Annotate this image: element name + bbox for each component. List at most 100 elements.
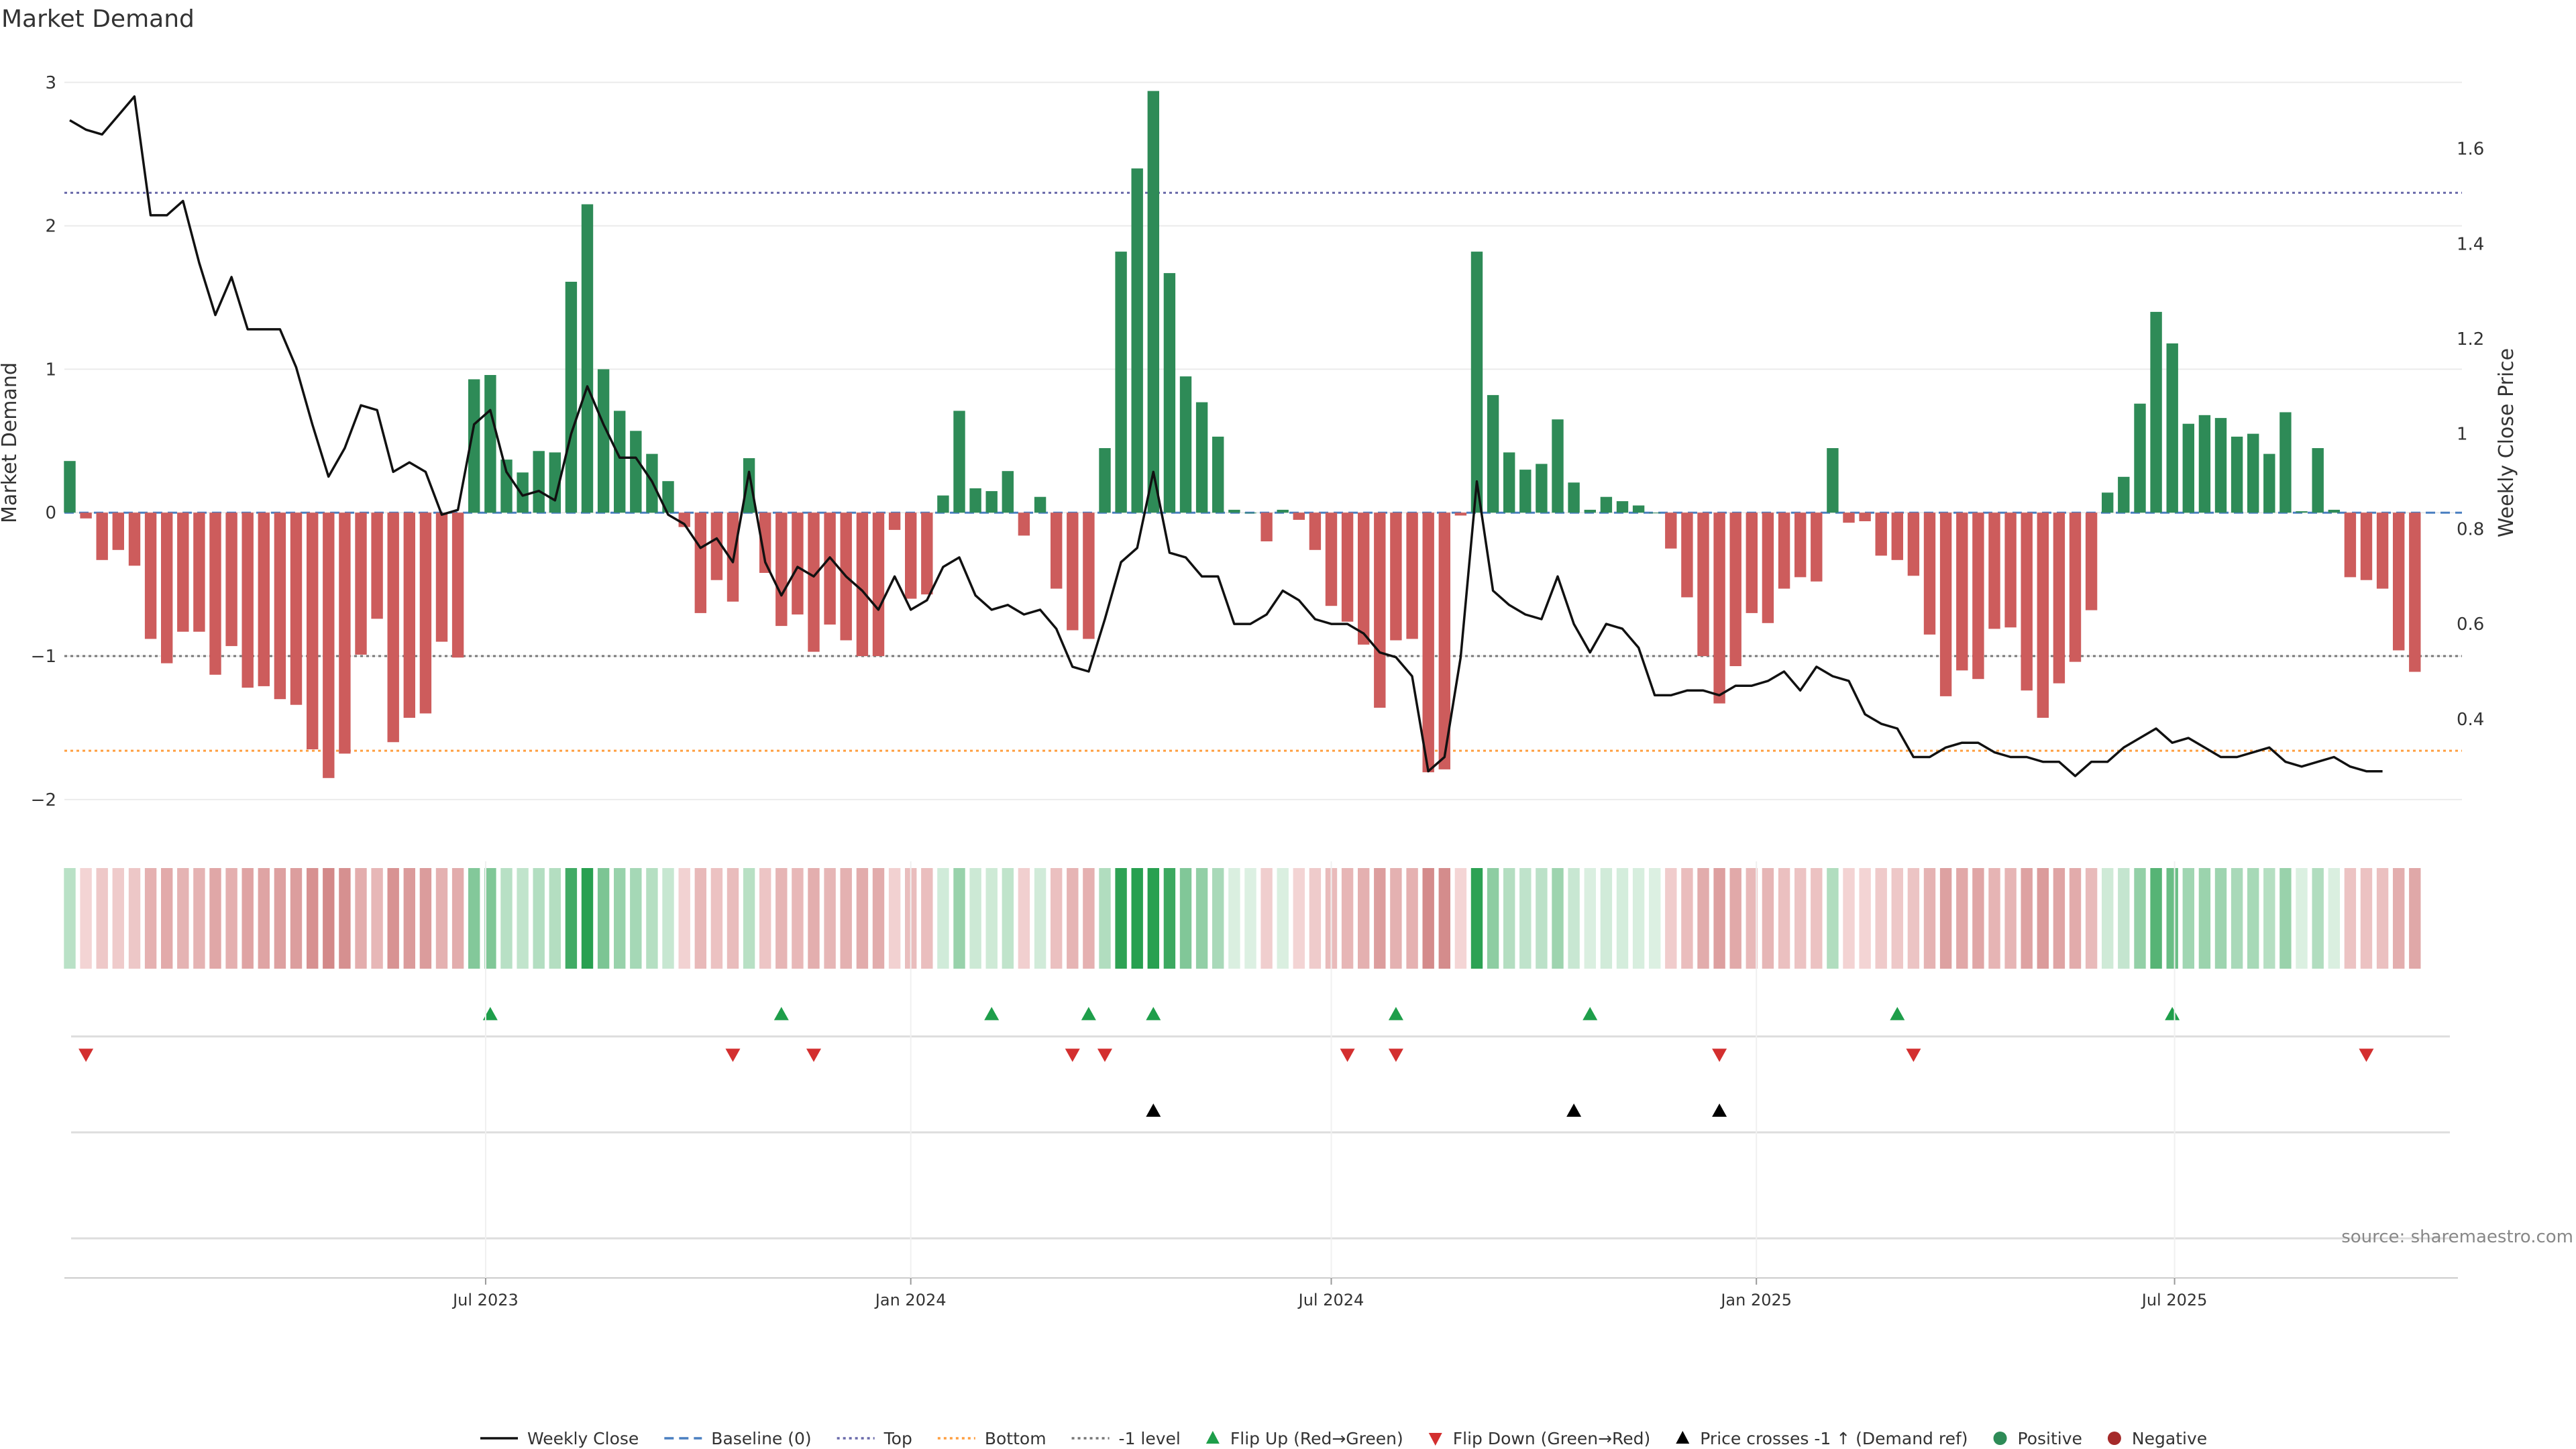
heat-cell bbox=[872, 868, 885, 969]
heat-cell bbox=[1422, 868, 1434, 969]
flip-down-marker bbox=[1712, 1049, 1727, 1062]
demand-bar bbox=[2360, 513, 2373, 580]
heat-cell bbox=[1099, 868, 1111, 969]
heat-cell bbox=[888, 868, 901, 969]
heat-cell bbox=[1195, 868, 1208, 969]
heat-cell bbox=[500, 868, 513, 969]
flip-down-marker bbox=[806, 1049, 822, 1062]
demand-bar bbox=[1406, 513, 1418, 639]
y-left-tick-label: −1 bbox=[31, 647, 56, 667]
heat-cell bbox=[241, 868, 254, 969]
demand-bar bbox=[953, 411, 965, 513]
heat-cell bbox=[646, 868, 658, 969]
legend-item: Flip Down (Green→Red) bbox=[1428, 1429, 1650, 1448]
demand-bar bbox=[1746, 513, 1758, 613]
legend-label: Weekly Close bbox=[527, 1429, 639, 1448]
heat-cell bbox=[144, 868, 157, 969]
demand-bar bbox=[2182, 423, 2194, 513]
demand-bar bbox=[323, 513, 335, 778]
heat-cell bbox=[1341, 868, 1354, 969]
demand-bar bbox=[1632, 505, 1645, 513]
demand-bar bbox=[630, 431, 642, 513]
demand-bar bbox=[258, 513, 270, 686]
demand-bar bbox=[1923, 513, 1936, 635]
demand-bar bbox=[985, 491, 998, 513]
y-axis-left-label: Market Demand bbox=[0, 362, 21, 523]
demand-bar bbox=[80, 513, 92, 519]
heat-cell bbox=[387, 868, 399, 969]
demand-bar bbox=[1051, 513, 1063, 589]
y-axis-right-label: Weekly Close Price bbox=[2495, 348, 2518, 537]
demand-bar bbox=[792, 513, 804, 614]
demand-bar bbox=[1616, 501, 1629, 513]
demand-bar bbox=[694, 513, 706, 613]
heat-cell bbox=[209, 868, 221, 969]
legend-item: Top bbox=[837, 1429, 912, 1448]
flip-down-marker bbox=[78, 1049, 94, 1062]
demand-bar bbox=[290, 513, 303, 705]
demand-bar bbox=[1778, 513, 1790, 589]
heat-cell bbox=[290, 868, 303, 969]
demand-bar bbox=[2102, 492, 2114, 513]
y-right-tick-label: 1.4 bbox=[2457, 234, 2484, 254]
demand-bar bbox=[355, 513, 367, 655]
heat-cell bbox=[1309, 868, 1322, 969]
heat-cell bbox=[1875, 868, 1887, 969]
heat-cell bbox=[161, 868, 173, 969]
heat-cell bbox=[435, 868, 448, 969]
heat-cell bbox=[1536, 868, 1548, 969]
demand-bar bbox=[2134, 403, 2146, 513]
demand-bar bbox=[856, 513, 869, 656]
demand-bar bbox=[419, 513, 432, 714]
demand-bar bbox=[2279, 412, 2292, 513]
heat-cell bbox=[2150, 868, 2162, 969]
heat-cell bbox=[2004, 868, 2017, 969]
demand-bar bbox=[1083, 513, 1095, 639]
heat-cell bbox=[2085, 868, 2098, 969]
heat-cell bbox=[1762, 868, 1774, 969]
flip-up-marker bbox=[1388, 1007, 1403, 1020]
x-tick-label: Jul 2024 bbox=[1297, 1291, 1364, 1309]
heat-cell bbox=[840, 868, 852, 969]
heat-cell bbox=[1891, 868, 1903, 969]
heat-cell bbox=[1859, 868, 1871, 969]
price-cross-marker bbox=[1566, 1104, 1582, 1117]
heat-cell bbox=[581, 868, 594, 969]
legend-label: Top bbox=[883, 1429, 912, 1448]
heat-cell bbox=[792, 868, 804, 969]
demand-bar bbox=[2376, 513, 2389, 589]
heat-cell bbox=[1228, 868, 1240, 969]
heat-cell bbox=[1713, 868, 1725, 969]
demand-bar bbox=[2312, 448, 2324, 513]
flip-down-marker bbox=[1906, 1049, 1921, 1062]
heat-cell bbox=[1681, 868, 1693, 969]
demand-bar bbox=[808, 513, 820, 652]
heat-cell bbox=[710, 868, 723, 969]
heat-cell bbox=[225, 868, 237, 969]
heat-cell bbox=[1277, 868, 1289, 969]
demand-bar bbox=[241, 513, 254, 688]
heat-cell bbox=[937, 868, 949, 969]
heat-cell bbox=[2247, 868, 2259, 969]
heat-cell bbox=[743, 868, 755, 969]
demand-bar bbox=[1697, 513, 1709, 656]
legend-item: Baseline (0) bbox=[664, 1429, 812, 1448]
demand-bar bbox=[2085, 513, 2098, 610]
demand-bar bbox=[1536, 464, 1548, 513]
heat-cell bbox=[1552, 868, 1564, 969]
heat-cell bbox=[678, 868, 690, 969]
heat-cell bbox=[2263, 868, 2275, 969]
heat-cell bbox=[1244, 868, 1256, 969]
heat-cell bbox=[2393, 868, 2405, 969]
x-tick-label: Jan 2025 bbox=[1719, 1291, 1792, 1309]
flip-down-marker bbox=[725, 1049, 741, 1062]
y-right-tick-label: 1 bbox=[2457, 425, 2468, 445]
heat-cell bbox=[1115, 868, 1127, 969]
heat-cell bbox=[1131, 868, 1143, 969]
legend-label: Positive bbox=[2018, 1429, 2082, 1448]
demand-bar bbox=[2021, 513, 2033, 691]
heat-cell bbox=[1083, 868, 1095, 969]
demand-bar bbox=[1681, 513, 1693, 598]
heat-cell bbox=[112, 868, 124, 969]
flip-up-marker bbox=[2165, 1007, 2180, 1020]
